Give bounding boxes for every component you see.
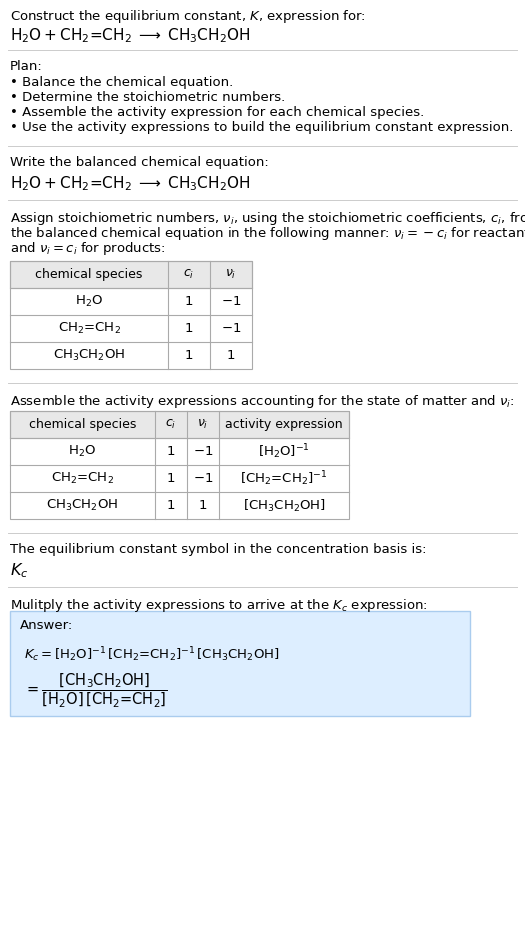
Text: Mulitply the activity expressions to arrive at the $K_c$ expression:: Mulitply the activity expressions to arr… (10, 597, 428, 614)
Text: 1: 1 (199, 499, 207, 512)
Text: Construct the equilibrium constant, $K$, expression for:: Construct the equilibrium constant, $K$,… (10, 8, 366, 25)
Text: $\text{H}_2\text{O}$: $\text{H}_2\text{O}$ (68, 444, 97, 459)
Text: 1: 1 (185, 322, 193, 335)
Text: $-1$: $-1$ (221, 295, 241, 308)
Text: $\text{CH}_3\text{CH}_2\text{OH}$: $\text{CH}_3\text{CH}_2\text{OH}$ (46, 498, 119, 513)
Text: 1: 1 (167, 499, 175, 512)
Text: Write the balanced chemical equation:: Write the balanced chemical equation: (10, 156, 269, 169)
Text: $c_i$: $c_i$ (165, 418, 176, 431)
Text: $K_c = [\text{H}_2\text{O}]^{-1}\,[\text{CH}_2\text{=CH}_2]^{-1}\,[\text{CH}_3\t: $K_c = [\text{H}_2\text{O}]^{-1}\,[\text… (24, 645, 280, 664)
Text: Plan:: Plan: (10, 60, 43, 73)
Text: $\nu_i$: $\nu_i$ (225, 268, 237, 281)
Text: 1: 1 (227, 349, 235, 362)
Text: $\text{CH}_2\text{=CH}_2$: $\text{CH}_2\text{=CH}_2$ (51, 471, 114, 486)
Text: chemical species: chemical species (35, 268, 143, 281)
Text: $\text{H}_2\text{O} + \text{CH}_2\text{=CH}_2 \;\longrightarrow\; \text{CH}_3\te: $\text{H}_2\text{O} + \text{CH}_2\text{=… (10, 174, 250, 193)
Text: and $\nu_i = c_i$ for products:: and $\nu_i = c_i$ for products: (10, 240, 165, 257)
Text: activity expression: activity expression (225, 418, 343, 431)
Text: $\text{H}_2\text{O} + \text{CH}_2\text{=CH}_2 \;\longrightarrow\; \text{CH}_3\te: $\text{H}_2\text{O} + \text{CH}_2\text{=… (10, 26, 250, 45)
Text: 1: 1 (185, 295, 193, 308)
Text: $[\text{CH}_3\text{CH}_2\text{OH}]$: $[\text{CH}_3\text{CH}_2\text{OH}]$ (243, 497, 326, 514)
Text: 1: 1 (167, 445, 175, 458)
Text: $[\text{H}_2\text{O}]^{-1}$: $[\text{H}_2\text{O}]^{-1}$ (258, 442, 310, 461)
Text: The equilibrium constant symbol in the concentration basis is:: The equilibrium constant symbol in the c… (10, 543, 426, 556)
Text: • Assemble the activity expression for each chemical species.: • Assemble the activity expression for e… (10, 106, 424, 119)
Text: chemical species: chemical species (29, 418, 136, 431)
Text: $\nu_i$: $\nu_i$ (197, 418, 208, 431)
Text: Assemble the activity expressions accounting for the state of matter and $\nu_i$: Assemble the activity expressions accoun… (10, 393, 514, 410)
Text: $[\text{CH}_2\text{=CH}_2]^{-1}$: $[\text{CH}_2\text{=CH}_2]^{-1}$ (240, 469, 328, 488)
Text: $-1$: $-1$ (193, 445, 213, 458)
Text: Assign stoichiometric numbers, $\nu_i$, using the stoichiometric coefficients, $: Assign stoichiometric numbers, $\nu_i$, … (10, 210, 525, 227)
Text: the balanced chemical equation in the following manner: $\nu_i = -c_i$ for react: the balanced chemical equation in the fo… (10, 225, 525, 242)
Text: Answer:: Answer: (20, 619, 74, 632)
Text: • Balance the chemical equation.: • Balance the chemical equation. (10, 76, 233, 89)
Text: 1: 1 (167, 472, 175, 485)
Text: • Determine the stoichiometric numbers.: • Determine the stoichiometric numbers. (10, 91, 285, 104)
Text: $\text{H}_2\text{O}$: $\text{H}_2\text{O}$ (75, 294, 103, 309)
Text: $-1$: $-1$ (193, 472, 213, 485)
Text: • Use the activity expressions to build the equilibrium constant expression.: • Use the activity expressions to build … (10, 121, 513, 134)
Text: $K_c$: $K_c$ (10, 561, 28, 579)
Text: $= \dfrac{[\text{CH}_3\text{CH}_2\text{OH}]}{[\text{H}_2\text{O}]\,[\text{CH}_2\: $= \dfrac{[\text{CH}_3\text{CH}_2\text{O… (24, 671, 167, 709)
Text: 1: 1 (185, 349, 193, 362)
Text: $c_i$: $c_i$ (183, 268, 195, 281)
Text: $\text{CH}_2\text{=CH}_2$: $\text{CH}_2\text{=CH}_2$ (58, 321, 120, 336)
Text: $-1$: $-1$ (221, 322, 241, 335)
Text: $\text{CH}_3\text{CH}_2\text{OH}$: $\text{CH}_3\text{CH}_2\text{OH}$ (53, 348, 125, 363)
